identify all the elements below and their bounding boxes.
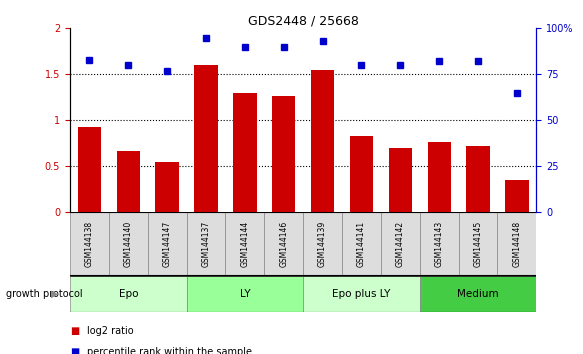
Text: GSM144137: GSM144137 — [202, 221, 210, 267]
Bar — [194, 65, 217, 212]
Text: ■: ■ — [70, 326, 79, 336]
Bar — [497, 212, 536, 276]
Text: GSM144139: GSM144139 — [318, 221, 327, 267]
Text: Epo: Epo — [118, 289, 138, 299]
Bar — [117, 151, 140, 212]
Bar — [459, 212, 497, 276]
Text: ■: ■ — [70, 347, 79, 354]
Bar — [381, 212, 420, 276]
Text: GSM144138: GSM144138 — [85, 221, 94, 267]
Text: ▶: ▶ — [51, 289, 58, 299]
Bar — [272, 96, 296, 212]
Bar — [350, 136, 373, 212]
Bar — [311, 70, 334, 212]
Text: GSM144142: GSM144142 — [396, 221, 405, 267]
Bar — [226, 212, 264, 276]
Text: GSM144148: GSM144148 — [512, 221, 521, 267]
Title: GDS2448 / 25668: GDS2448 / 25668 — [248, 14, 359, 27]
Bar — [427, 142, 451, 212]
Text: GSM144140: GSM144140 — [124, 221, 133, 267]
Bar — [303, 276, 420, 312]
Bar — [70, 276, 187, 312]
Bar — [70, 212, 109, 276]
Bar — [109, 212, 147, 276]
Bar — [466, 146, 490, 212]
Bar — [420, 276, 536, 312]
Text: GSM144147: GSM144147 — [163, 221, 171, 267]
Bar — [420, 212, 459, 276]
Text: GSM144144: GSM144144 — [240, 221, 250, 267]
Text: GSM144146: GSM144146 — [279, 221, 288, 267]
Bar — [187, 276, 303, 312]
Bar — [156, 162, 179, 212]
Text: GSM144145: GSM144145 — [473, 221, 483, 267]
Bar — [233, 93, 257, 212]
Bar — [505, 180, 529, 212]
Bar — [342, 212, 381, 276]
Text: growth protocol: growth protocol — [6, 289, 82, 299]
Bar — [264, 212, 303, 276]
Text: Epo plus LY: Epo plus LY — [332, 289, 391, 299]
Text: GSM144141: GSM144141 — [357, 221, 366, 267]
Text: Medium: Medium — [457, 289, 499, 299]
Bar — [303, 212, 342, 276]
Bar — [78, 127, 101, 212]
Text: percentile rank within the sample: percentile rank within the sample — [87, 347, 252, 354]
Text: log2 ratio: log2 ratio — [87, 326, 134, 336]
Text: LY: LY — [240, 289, 250, 299]
Bar — [147, 212, 187, 276]
Bar — [389, 148, 412, 212]
Bar — [187, 212, 226, 276]
Text: GSM144143: GSM144143 — [435, 221, 444, 267]
